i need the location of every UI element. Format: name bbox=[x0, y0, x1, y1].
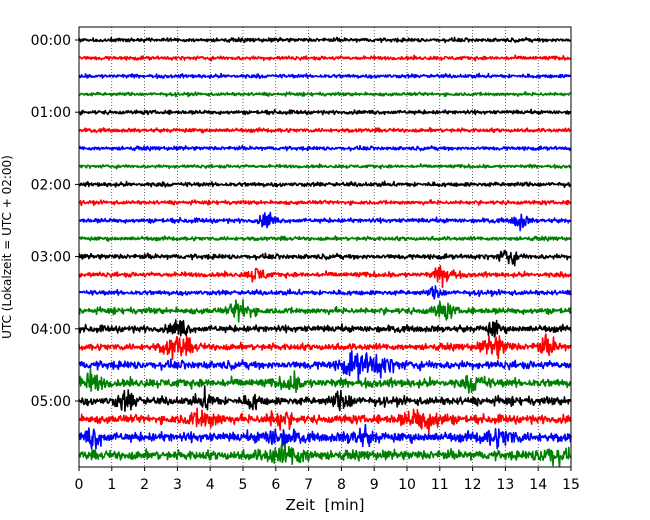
trace-0300 bbox=[78, 249, 572, 267]
trace-0045 bbox=[78, 91, 572, 98]
y-tick-label-3: 03:00 bbox=[31, 250, 71, 266]
x-tick-label-14: 14 bbox=[529, 477, 547, 493]
y-tick-label-1: 01:00 bbox=[31, 105, 71, 121]
trace-0415 bbox=[78, 333, 572, 361]
x-axis-label: Zeit [min] bbox=[285, 496, 364, 514]
trace-0215 bbox=[78, 199, 572, 207]
x-tick-label-6: 6 bbox=[271, 477, 280, 493]
trace-0230 bbox=[78, 211, 572, 232]
trace-0530 bbox=[78, 423, 572, 450]
trace-0130 bbox=[78, 144, 572, 152]
trace-0330 bbox=[78, 285, 572, 300]
trace-0145 bbox=[78, 163, 572, 170]
x-tick-label-1: 1 bbox=[107, 477, 116, 493]
trace-0315 bbox=[78, 265, 572, 289]
x-tick-label-9: 9 bbox=[370, 477, 379, 493]
x-tick-label-11: 11 bbox=[431, 477, 449, 493]
x-tick-label-12: 12 bbox=[464, 477, 482, 493]
y-tick-label-5: 05:00 bbox=[31, 394, 71, 410]
trace-0015 bbox=[78, 54, 572, 62]
x-axis: 0 1 2 3 4 5 6 7 8 9 10 11 12 13 14 15 bbox=[75, 467, 580, 493]
y-tick-label-4: 04:00 bbox=[31, 322, 71, 338]
trace-0345 bbox=[78, 298, 572, 323]
x-tick-label-2: 2 bbox=[140, 477, 149, 493]
trace-0400 bbox=[78, 319, 572, 338]
traces bbox=[78, 36, 572, 468]
x-tick-label-15: 15 bbox=[562, 477, 580, 493]
trace-0445 bbox=[78, 368, 572, 394]
trace-0245 bbox=[78, 235, 572, 242]
x-tick-label-8: 8 bbox=[337, 477, 346, 493]
trace-0515 bbox=[78, 407, 572, 435]
plot-frame bbox=[78, 26, 572, 468]
trace-0115 bbox=[78, 126, 572, 134]
trace-0000 bbox=[78, 36, 572, 44]
x-tick-label-7: 7 bbox=[304, 477, 313, 493]
y-axis: 00:00 01:00 02:00 03:00 04:00 05:00 bbox=[31, 33, 79, 410]
x-tick-label-5: 5 bbox=[239, 477, 248, 493]
x-tick-label-0: 0 bbox=[75, 477, 84, 493]
y-tick-label-2: 02:00 bbox=[31, 177, 71, 193]
trace-0430 bbox=[78, 350, 572, 383]
trace-0545 bbox=[78, 443, 572, 468]
x-tick-label-13: 13 bbox=[496, 477, 514, 493]
trace-0500 bbox=[78, 385, 572, 412]
x-tick-label-3: 3 bbox=[173, 477, 182, 493]
trace-0100 bbox=[78, 108, 572, 116]
x-tick-label-10: 10 bbox=[398, 477, 416, 493]
y-axis-label: UTC (Lokalzeit = UTC + 02:00) bbox=[0, 155, 14, 339]
x-tick-label-4: 4 bbox=[206, 477, 215, 493]
trace-0030 bbox=[78, 72, 572, 80]
y-tick-label-0: 00:00 bbox=[31, 33, 71, 49]
trace-0200 bbox=[78, 180, 572, 189]
